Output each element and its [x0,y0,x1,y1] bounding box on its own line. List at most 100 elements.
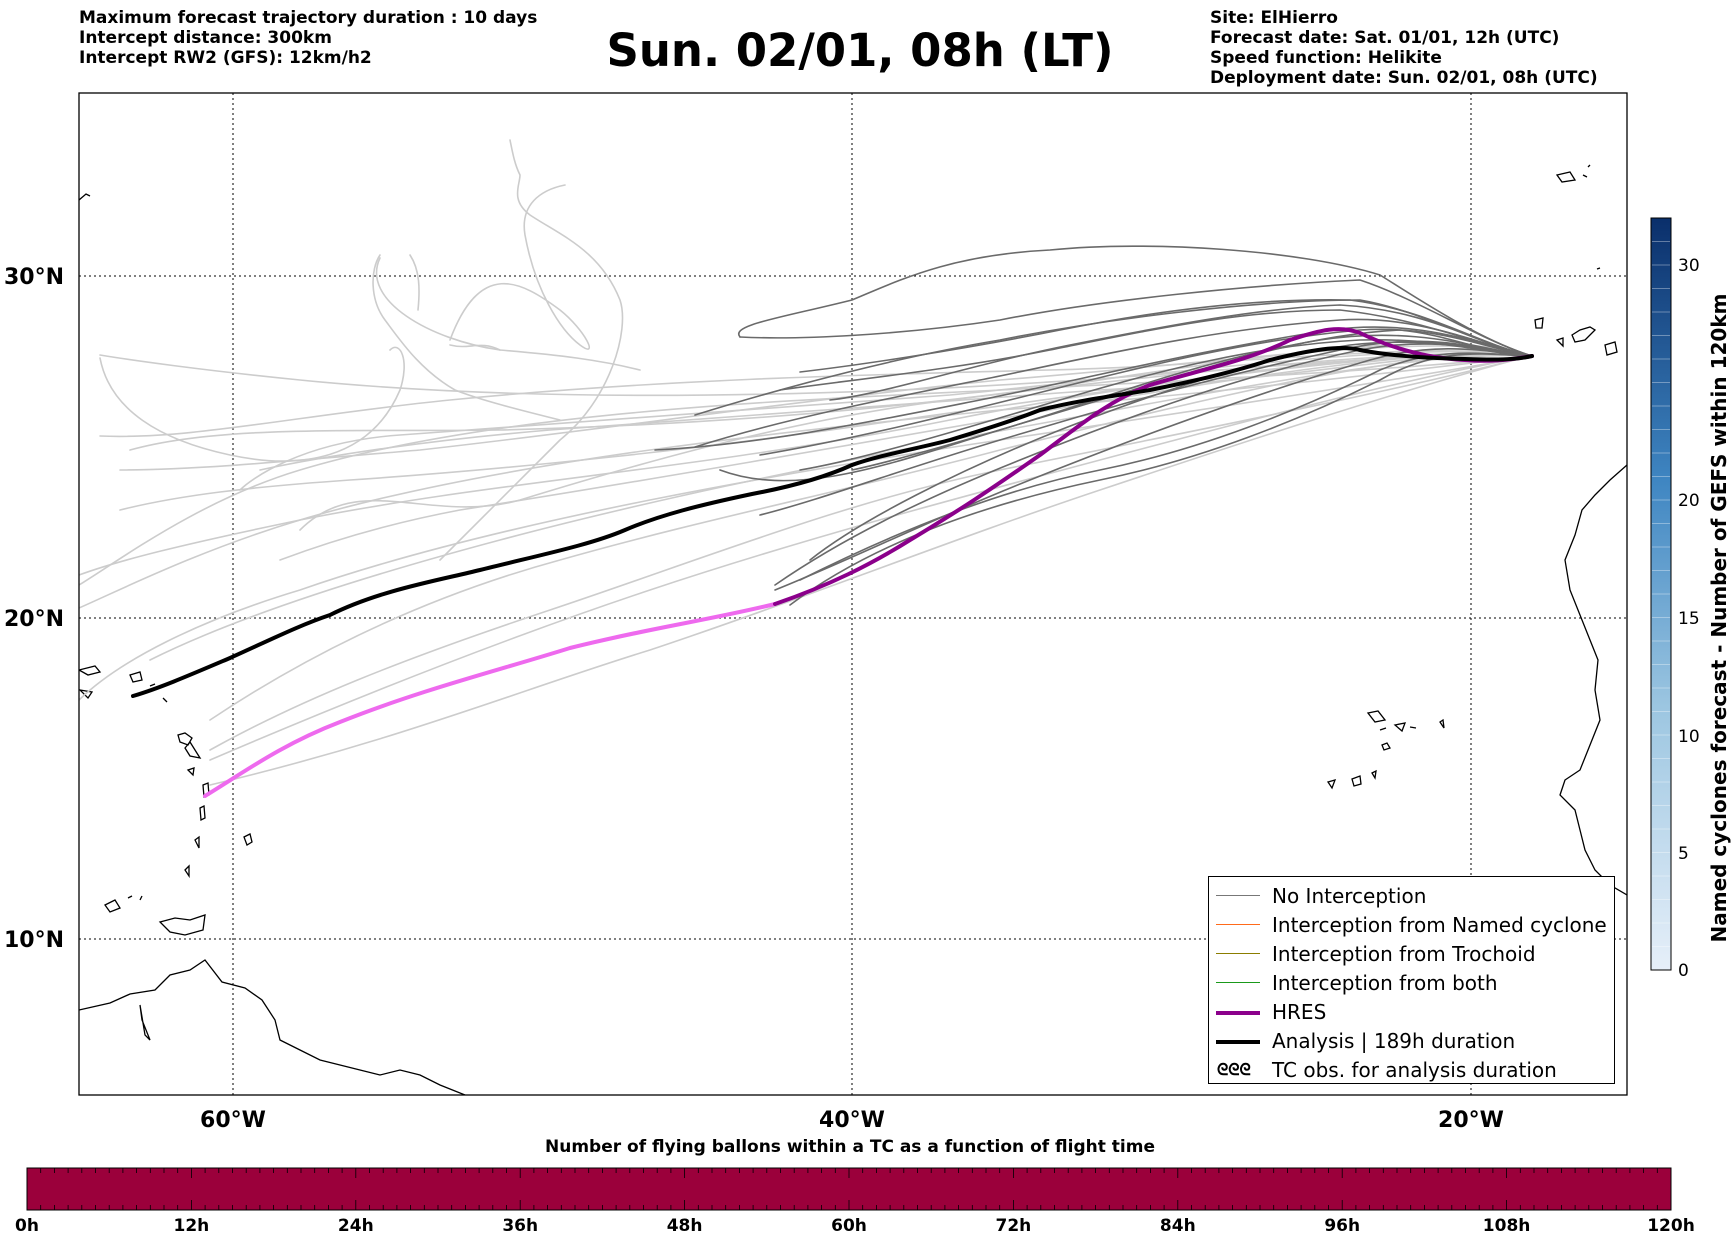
legend-swatch [1216,1040,1260,1044]
legend-label: No Interception [1272,883,1427,908]
bottom-colorbar-tick-label: 96h [1324,1216,1360,1236]
right-cb-tick-0: 0 [1678,961,1689,981]
ensemble-tracks-light [79,139,1531,786]
virgin-islands [129,671,168,703]
ensemble-track-light-13 [239,350,1531,491]
cape-verde-7 [1351,775,1362,787]
bottom-colorbar: 0h 12h 24h 36h 48h 60h 72h 84h 96h 108h 120h [15,1167,1695,1236]
cape-verde-1 [1366,710,1387,723]
ensemble-track-dark-9 [774,348,1533,591]
legend-swatch [1216,895,1260,896]
header-left-info: Maximum forecast trajectory duration : 1… [79,8,537,68]
ensemble-track-light-23 [409,254,420,311]
guyana-islet [139,1004,151,1041]
header-right-info: Site: ElHierro Forecast date: Sat. 01/01… [1210,8,1598,88]
legend-label: Interception from both [1272,970,1498,995]
main-tracks [131,327,1534,798]
canary-el-hierro [1555,337,1564,348]
bermuda-edge [79,193,91,201]
ensemble-track-dark-16 [799,339,1533,471]
cape-verde-8 [1371,769,1377,780]
ensemble-track-light-5 [209,355,1531,786]
legend-swatch [1216,982,1260,983]
lon-label-20w: 20°W [1438,1108,1504,1133]
legend-item: Interception from Trochoid [1209,939,1614,968]
legend-item: ᘓᘓᘓ TC obs. for analysis duration [1209,1055,1614,1084]
ensemble-track-light-10 [79,353,1531,576]
lon-label-60w: 60°W [200,1108,266,1133]
ensemble-track-light-20 [449,184,591,350]
right-cb-tick-15: 15 [1678,609,1700,629]
ensemble-track-light-12 [99,354,1531,397]
right-colorbar: 0 5 10 15 20 30 [1650,217,1700,981]
bottom-colorbar-tick-label: 24h [338,1216,374,1236]
page-title: Sun. 02/01, 08h (LT) [606,24,1114,77]
savage-islet [1596,267,1601,270]
bottom-colorbar-tick-label: 108h [1483,1216,1531,1236]
ensemble-track-dark-2 [739,279,1533,357]
ensemble-track-light-14 [259,353,1531,471]
antilles-8 [177,732,193,746]
cape-verde-5 [1381,742,1391,751]
puerto-rico-area [79,665,102,700]
bottom-colorbar-title: Number of flying ballons within a TC as … [544,1137,1156,1157]
bottom-colorbar-tick-label: 84h [1160,1216,1196,1236]
legend-item: Interception from Named cyclone [1209,910,1614,939]
right-colorbar-title: Named cyclones forecast - Number of GEFS… [1707,293,1731,943]
legend-label: TC obs. for analysis duration [1272,1057,1557,1082]
africa-coast [1559,464,1627,896]
hres-track-early [203,602,777,798]
longitude-labels: 60°W 40°W 20°W [200,1108,1504,1133]
lat-label-20n: 20°N [4,607,64,632]
antilles-4 [199,804,206,822]
ensemble-track-light-16 [299,352,1531,531]
latitude-labels: 30°N 20°N 10°N [4,265,64,953]
cape-verde-2 [1393,722,1417,733]
ensemble-track-light-24 [375,257,641,371]
hres-track [773,327,1534,606]
canary-gran-canaria [1604,341,1618,356]
cape-verde-4 [1439,718,1445,729]
right-colorbar-ticks: 0 5 10 15 20 30 [1678,256,1700,981]
ensemble-track-light-17 [209,353,1531,721]
legend-item: Interception from both [1209,968,1614,997]
ensemble-track-light-22 [372,254,561,421]
legend-swatch [1216,953,1260,954]
map-frame [78,92,1628,1096]
tc-obs-icon: ᘓᘓᘓ [1217,1059,1251,1079]
ensemble-track-dark-17 [799,298,1533,373]
lat-label-10n: 10°N [4,928,64,953]
ensemble-track-light-2 [79,355,1531,609]
antilles-6 [184,864,190,879]
ensemble-track-dark-12 [759,328,1533,456]
antilles-5 [194,835,200,849]
bottom-colorbar-tick-label: 72h [996,1216,1032,1236]
map-legend: No Interception Interception from Named c… [1208,876,1615,1084]
legend-item: Analysis | 189h duration [1209,1026,1614,1055]
legend-label: Interception from Trochoid [1272,941,1536,966]
bottom-colorbar-tick-label: 48h [667,1216,703,1236]
right-cb-tick-5: 5 [1678,844,1689,864]
right-cb-tick-30: 30 [1678,256,1700,276]
ensemble-track-light-21 [99,346,405,462]
legend-label: Analysis | 189h duration [1272,1028,1516,1053]
legend-item: HRES [1209,997,1614,1026]
header-speed-function: Speed function: Helikite [1210,48,1442,68]
lat-label-30n: 30°N [4,265,64,290]
header-intercept-distance: Intercept distance: 300km [79,28,332,48]
ensemble-track-dark-11 [809,341,1533,561]
ensemble-track-dark-13 [779,309,1533,391]
ensemble-track-light-4 [209,355,1531,751]
ensemble-track-light-9 [99,349,1531,438]
ensemble-track-dark-5 [654,326,1533,451]
right-colorbar-fill [1650,217,1672,971]
header-site: Site: ElHierro [1210,8,1338,28]
canary-tenerife [1571,326,1597,343]
header-deployment-date: Deployment date: Sun. 02/01, 08h (UTC) [1210,68,1598,88]
bottom-colorbar-tick-label: 36h [502,1216,538,1236]
ensemble-tracks-dark [654,245,1533,606]
cape-verde-6 [1326,779,1337,790]
ensemble-track-light-25 [449,344,501,351]
coastlines [79,164,1627,1095]
ensemble-track-dark-14 [799,352,1533,581]
